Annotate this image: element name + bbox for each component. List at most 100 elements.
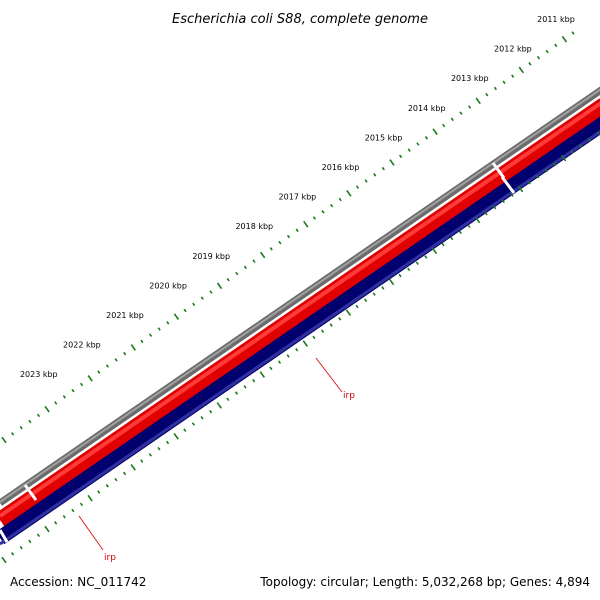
minor-tick [355, 185, 360, 189]
minor-tick [510, 193, 514, 197]
gene-boundaries [0, 162, 516, 543]
minor-tick [36, 533, 41, 538]
minor-tick [97, 490, 101, 494]
major-tick [87, 375, 93, 382]
minor-tick [209, 290, 213, 294]
major-tick [1, 556, 7, 564]
major-tick [432, 128, 438, 135]
minor-tick [19, 425, 23, 430]
major-tick [173, 313, 180, 320]
minor-tick [226, 397, 230, 402]
minor-tick [54, 401, 58, 405]
minor-tick [62, 395, 66, 399]
minor-tick [364, 179, 368, 183]
gene-boundary [0, 529, 9, 543]
minor-tick [28, 539, 32, 544]
major-tick [44, 525, 50, 533]
gene-label-1: irp [315, 357, 355, 401]
inner-tick-track [1, 131, 600, 564]
major-tick [130, 344, 137, 351]
outer-tick-track [1, 31, 575, 444]
minor-tick [398, 273, 402, 278]
minor-tick [252, 378, 256, 383]
minor-tick [183, 428, 187, 432]
minor-tick [596, 131, 600, 136]
kbp-tick-label: 2012 kbp [494, 45, 532, 54]
minor-tick [183, 308, 187, 313]
minor-tick [295, 228, 299, 233]
major-tick [388, 278, 395, 286]
minor-tick [338, 197, 342, 202]
minor-tick [501, 199, 505, 204]
forward-strand-track [0, 98, 600, 527]
major-tick [44, 405, 50, 413]
major-tick [560, 154, 567, 162]
minor-tick [441, 242, 445, 247]
minor-tick [191, 422, 196, 426]
minor-tick [450, 236, 454, 241]
kbp-tick-label: 2023 kbp [20, 370, 58, 379]
gene-label-text: irp [104, 553, 116, 563]
major-tick [216, 282, 223, 290]
minor-tick [528, 62, 532, 66]
major-tick [173, 433, 179, 440]
minor-tick [243, 385, 247, 389]
minor-tick [424, 136, 429, 140]
minor-tick [114, 358, 118, 362]
minor-tick [157, 327, 161, 331]
minor-tick [71, 388, 75, 393]
minor-tick [330, 203, 334, 208]
minor-tick [209, 409, 213, 414]
minor-tick [312, 335, 316, 340]
minor-tick [364, 298, 368, 303]
minor-tick [269, 247, 273, 251]
kbp-tick-label: 2021 kbp [106, 311, 144, 320]
minor-tick [544, 168, 549, 173]
minor-tick [28, 419, 32, 424]
kbp-tick-label: 2017 kbp [279, 193, 317, 202]
gene-boundary [491, 162, 506, 179]
gene-boundary [23, 484, 38, 501]
minor-tick [148, 333, 153, 337]
major-tick [431, 247, 438, 255]
minor-tick [200, 296, 204, 300]
major-tick [259, 251, 266, 259]
kbp-tick-label: 2014 kbp [408, 104, 446, 113]
major-tick [302, 340, 309, 347]
kbp-labels: 2011 kbp 2012 kbp 2013 kbp 2014 kbp 2015 kbp… [20, 15, 575, 379]
minor-tick [295, 348, 299, 352]
minor-tick [355, 304, 359, 309]
minor-tick [200, 416, 204, 420]
minor-tick [536, 55, 541, 60]
minor-tick [157, 446, 161, 451]
minor-tick [424, 255, 428, 259]
minor-tick [62, 514, 66, 519]
kbp-tick-label: 2011 kbp [537, 15, 575, 24]
minor-tick [553, 162, 557, 167]
minor-tick [286, 354, 290, 358]
gene-label-text: irp [343, 391, 355, 401]
kbp-tick-label: 2016 kbp [322, 163, 360, 172]
genome-backbone [0, 86, 600, 506]
minor-tick [415, 261, 419, 265]
minor-tick [329, 323, 333, 327]
minor-tick [511, 74, 515, 78]
major-tick [474, 216, 481, 224]
minor-tick [166, 440, 170, 445]
kbp-tick-label: 2022 kbp [63, 341, 101, 350]
minor-tick [399, 154, 403, 159]
minor-tick [166, 321, 170, 325]
minor-tick [502, 80, 506, 85]
minor-tick [36, 413, 41, 418]
minor-tick [97, 370, 101, 374]
minor-tick [485, 92, 489, 97]
minor-tick [459, 111, 463, 115]
minor-tick [338, 317, 342, 321]
major-tick [216, 402, 222, 409]
minor-tick [105, 364, 110, 368]
minor-tick [442, 123, 446, 128]
kbp-tick-label: 2018 kbp [235, 222, 273, 231]
minor-tick [450, 117, 454, 122]
minor-tick [140, 459, 144, 463]
